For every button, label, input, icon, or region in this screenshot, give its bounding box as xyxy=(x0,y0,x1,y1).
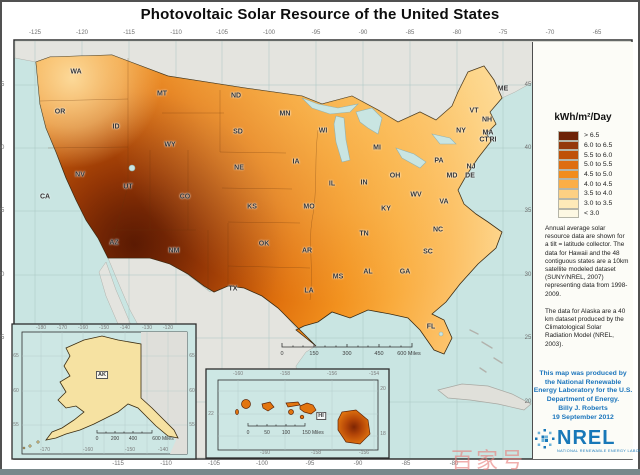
nrel-logo: NREL NATIONAL RENEWABLE ENERGY LABORATOR… xyxy=(535,427,640,453)
credit-line: Billy J. Roberts xyxy=(558,404,608,412)
legend-row-label: 5.5 to 6.0 xyxy=(584,151,613,159)
credit-line: the National Renewable xyxy=(544,378,622,386)
nrel-logo-text: NREL xyxy=(557,427,616,449)
legend-swatch xyxy=(558,189,579,199)
legend-row-label: 3.5 to 4.0 xyxy=(584,190,613,198)
legend-row-label: 6.0 to 6.5 xyxy=(584,142,613,150)
legend-row: 5.0 to 5.5 xyxy=(558,160,612,170)
legend-swatch xyxy=(558,169,579,180)
bahamas-outlines xyxy=(469,329,503,373)
legend-row-label: 4.5 to 5.0 xyxy=(584,171,613,179)
legend-row-label: < 3.0 xyxy=(584,209,600,217)
hawaii-islands xyxy=(235,399,371,445)
legend-swatch xyxy=(558,208,579,219)
legend-row: 3.5 to 4.0 xyxy=(558,189,612,199)
page-title: Photovoltaic Solar Resource of the Unite… xyxy=(140,6,500,23)
hawaii-inset xyxy=(205,368,390,459)
state-boundaries xyxy=(39,58,319,301)
legend-row: < 3.0 xyxy=(558,208,612,219)
map-notes: Annual average solar resource data are s… xyxy=(545,225,629,358)
alaska-inset xyxy=(11,323,197,460)
legend-row-label: 3.0 to 3.5 xyxy=(584,200,613,208)
legend-row-label: 5.0 to 5.5 xyxy=(584,161,613,169)
legend-row-label: 4.0 to 4.5 xyxy=(584,180,613,188)
legend-row: > 6.5 xyxy=(558,131,612,141)
legend-row: 6.0 to 6.5 xyxy=(558,140,613,151)
legend-swatch xyxy=(558,179,579,190)
legend-swatch xyxy=(558,150,579,161)
map-note: The data for Alaska are a 40 km dataset … xyxy=(545,307,626,348)
legend-row: 3.0 to 3.5 xyxy=(558,198,613,209)
legend-swatch xyxy=(558,131,579,141)
watermark: 百家号 xyxy=(451,448,527,473)
credit-line: Department of Energy. xyxy=(546,396,620,404)
nrel-sun-icon xyxy=(535,429,555,449)
legend: > 6.5 6.0 to 6.5 5.5 to 6.0 5.0 to 5.5 4.5 t… xyxy=(558,131,613,219)
ak-scalebar xyxy=(96,430,153,434)
legend-title: kWh/m²/Day xyxy=(554,112,612,123)
hi-scalebar xyxy=(247,423,306,427)
credit-text: This map was produced by the National Ren… xyxy=(533,370,633,422)
legend-panel: kWh/m²/Day > 6.5 6.0 to 6.5 5.5 to 6.0 5.0 … xyxy=(532,42,633,459)
legend-row: 4.5 to 5.0 xyxy=(558,169,613,180)
legend-swatch xyxy=(558,140,579,151)
map-note: Annual average solar resource data are s… xyxy=(545,225,629,298)
legend-row-label: > 6.5 xyxy=(584,132,600,140)
cuba-outline xyxy=(437,383,532,411)
legend-swatch xyxy=(558,160,579,170)
conus-landmass xyxy=(35,54,503,355)
credit-line: This map was produced by xyxy=(539,370,627,377)
credit-line: Energy Laboratory for the U.S. xyxy=(533,387,633,395)
legend-row: 4.0 to 4.5 xyxy=(558,179,613,190)
alaska-landmass xyxy=(45,335,179,441)
main-scalebar xyxy=(281,343,413,348)
nrel-logo-tagline: NATIONAL RENEWABLE ENERGY LABORATORY xyxy=(557,449,640,453)
credit-line: 19 September 2012 xyxy=(552,413,614,421)
great-lakes xyxy=(128,97,457,337)
bottom-strip xyxy=(0,469,640,475)
legend-swatch xyxy=(558,198,579,209)
legend-row: 5.5 to 6.0 xyxy=(558,150,613,161)
